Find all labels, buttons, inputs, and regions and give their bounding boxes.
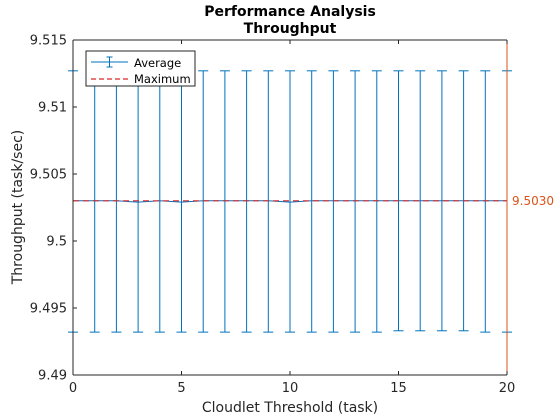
x-tick-label-4: 20 bbox=[499, 381, 516, 396]
errorbar-11 bbox=[306, 70, 317, 333]
x-tick-label-1: 5 bbox=[177, 381, 185, 396]
axes: 0 5 10 15 20 9.49 9.495 9.5 9.505 9.51 9.515 bbox=[30, 34, 515, 397]
x-tick-label-0: 0 bbox=[69, 381, 77, 396]
errorbar-19 bbox=[480, 70, 491, 333]
y-tick-label-2: 9.5 bbox=[46, 235, 67, 250]
legend: Average Maximum bbox=[85, 50, 196, 87]
errorbar-9 bbox=[263, 70, 274, 333]
errorbar-10 bbox=[285, 70, 295, 333]
errorbar-8 bbox=[241, 70, 252, 333]
y-tick-label-4: 9.51 bbox=[38, 101, 67, 116]
chart-subtitle: Throughput bbox=[244, 21, 337, 37]
maximum-value-annotation: 9.5030 bbox=[512, 194, 554, 208]
y-tick-label-1: 9.495 bbox=[30, 302, 67, 317]
legend-average-label: Average bbox=[134, 56, 181, 70]
x-tick-label-2: 10 bbox=[282, 381, 299, 396]
legend-box bbox=[85, 50, 196, 87]
errorbar-6 bbox=[198, 70, 209, 333]
chart-title: Performance Analysis bbox=[204, 4, 376, 20]
legend-maximum-label: Maximum bbox=[134, 72, 191, 86]
y-tick-label-5: 9.515 bbox=[30, 34, 67, 49]
x-axis-label: Cloudlet Threshold (task) bbox=[202, 400, 378, 416]
legend-average-marker bbox=[91, 56, 128, 68]
errorbar-7 bbox=[219, 70, 230, 333]
y-axis-label: Throughput (task/sec) bbox=[10, 130, 26, 286]
errorbar-14 bbox=[371, 70, 382, 333]
y-tick-label-0: 9.49 bbox=[38, 369, 67, 384]
errorbar-13 bbox=[350, 70, 361, 333]
x-tick-label-3: 15 bbox=[390, 381, 407, 396]
errorbar-12 bbox=[328, 70, 339, 333]
y-tick-label-3: 9.505 bbox=[30, 168, 67, 183]
